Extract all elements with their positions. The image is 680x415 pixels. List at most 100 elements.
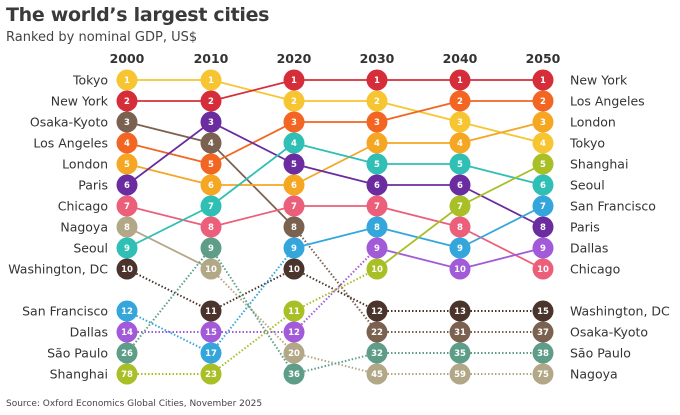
rank-circle <box>283 69 305 91</box>
series-line-shanghai <box>210 310 295 375</box>
rank-circle <box>283 258 305 280</box>
rank-marker: 1 <box>449 69 471 91</box>
rank-label: 5 <box>291 160 297 170</box>
rank-circle <box>366 174 388 196</box>
rank-label: 12 <box>121 307 133 317</box>
rank-marker: 6 <box>366 174 388 196</box>
rank-marker: 11 <box>283 300 305 322</box>
rank-circle <box>449 363 471 385</box>
series-line-paris <box>293 163 378 186</box>
rank-circle <box>449 258 471 280</box>
rank-label: 8 <box>457 223 463 233</box>
rank-marker: 38 <box>532 342 554 364</box>
rank-label: 75 <box>537 370 549 380</box>
rank-circle <box>116 69 138 91</box>
rank-marker: 14 <box>116 321 138 343</box>
right-city-label: Los Angeles <box>570 94 645 109</box>
rank-marker: 6 <box>116 174 138 196</box>
left-city-label: Dallas <box>70 325 108 340</box>
rank-label: 3 <box>540 118 546 128</box>
rank-label: 6 <box>540 181 546 191</box>
rank-label: 9 <box>124 244 130 254</box>
rank-marker: 2 <box>532 90 554 112</box>
series-line-seoul <box>293 142 378 165</box>
rank-marker: 9 <box>200 237 222 259</box>
rank-circle <box>532 132 554 154</box>
left-city-label: Tokyo <box>72 73 108 88</box>
series-line-nagoya <box>210 268 295 354</box>
series-line-chicago <box>376 205 461 228</box>
rank-marker: 2 <box>116 90 138 112</box>
rank-circle <box>283 174 305 196</box>
right-city-label: Osaka-Kyoto <box>570 325 648 340</box>
rank-marker: 2 <box>200 90 222 112</box>
rank-circle <box>532 342 554 364</box>
rank-circle <box>200 111 222 133</box>
rank-label: 9 <box>374 244 380 254</box>
rank-marker: 2 <box>449 90 471 112</box>
rank-circle <box>366 258 388 280</box>
rank-label: 2 <box>291 97 297 107</box>
left-city-label: New York <box>51 94 109 109</box>
rank-marker: 22 <box>366 321 388 343</box>
rank-marker: 31 <box>449 321 471 343</box>
left-city-label: San Francisco <box>22 304 108 319</box>
rank-marker: 1 <box>532 69 554 91</box>
right-city-label: New York <box>570 73 628 88</box>
rank-circle <box>200 300 222 322</box>
rank-marker: 2 <box>366 90 388 112</box>
rank-circle <box>116 258 138 280</box>
rank-circle <box>116 342 138 364</box>
rank-marker: 35 <box>449 342 471 364</box>
rank-marker: 1 <box>366 69 388 91</box>
right-city-label: Paris <box>570 220 600 235</box>
rank-circle <box>200 69 222 91</box>
right-city-label: London <box>570 115 616 130</box>
rank-marker: 8 <box>449 216 471 238</box>
series-line-paris <box>210 121 295 165</box>
series-line-seoul <box>126 205 212 249</box>
rank-label: 8 <box>208 223 214 233</box>
rank-marker: 6 <box>532 174 554 196</box>
rank-label: 15 <box>205 328 217 338</box>
rank-marker: 5 <box>449 153 471 175</box>
rank-marker: 10 <box>366 258 388 280</box>
rank-label: 12 <box>371 307 383 317</box>
rank-marker: 7 <box>283 195 305 217</box>
right-city-label: Washington, DC <box>570 304 670 319</box>
left-city-label: São Paulo <box>47 346 108 361</box>
rank-marker: 3 <box>283 111 305 133</box>
series-line-washington-dc <box>210 268 295 312</box>
rank-marker: 15 <box>532 300 554 322</box>
rank-label: 26 <box>121 349 133 359</box>
rank-label: 3 <box>291 118 297 128</box>
rank-marker: 5 <box>532 153 554 175</box>
rank-label: 7 <box>124 202 130 212</box>
source-note: Source: Oxford Economics Global Cities, … <box>6 399 263 409</box>
rank-circle <box>449 111 471 133</box>
rank-label: 4 <box>540 139 546 149</box>
rank-marker: 3 <box>200 111 222 133</box>
rank-circle <box>366 321 388 343</box>
rank-circle <box>366 111 388 133</box>
rank-label: 8 <box>124 223 130 233</box>
rank-marker: 1 <box>283 69 305 91</box>
rank-label: 8 <box>291 223 297 233</box>
left-city-label: Shanghai <box>50 367 108 382</box>
rank-label: 4 <box>208 139 214 149</box>
rank-marker: 17 <box>200 342 222 364</box>
rank-label: 2 <box>457 97 463 107</box>
chart-subtitle: Ranked by nominal GDP, US$ <box>6 30 198 45</box>
rank-label: 8 <box>374 223 380 233</box>
rank-label: 10 <box>454 265 466 275</box>
rank-marker: 6 <box>200 174 222 196</box>
rank-label: 9 <box>540 244 546 254</box>
rank-circle <box>283 237 305 259</box>
rank-marker: 12 <box>366 300 388 322</box>
left-city-label: Osaka-Kyoto <box>30 115 108 130</box>
rank-label: 5 <box>208 160 214 170</box>
rank-circle <box>283 132 305 154</box>
x-tick-label: 2030 <box>360 51 395 66</box>
right-city-label: Seoul <box>570 178 605 193</box>
rank-marker: 78 <box>116 363 138 385</box>
